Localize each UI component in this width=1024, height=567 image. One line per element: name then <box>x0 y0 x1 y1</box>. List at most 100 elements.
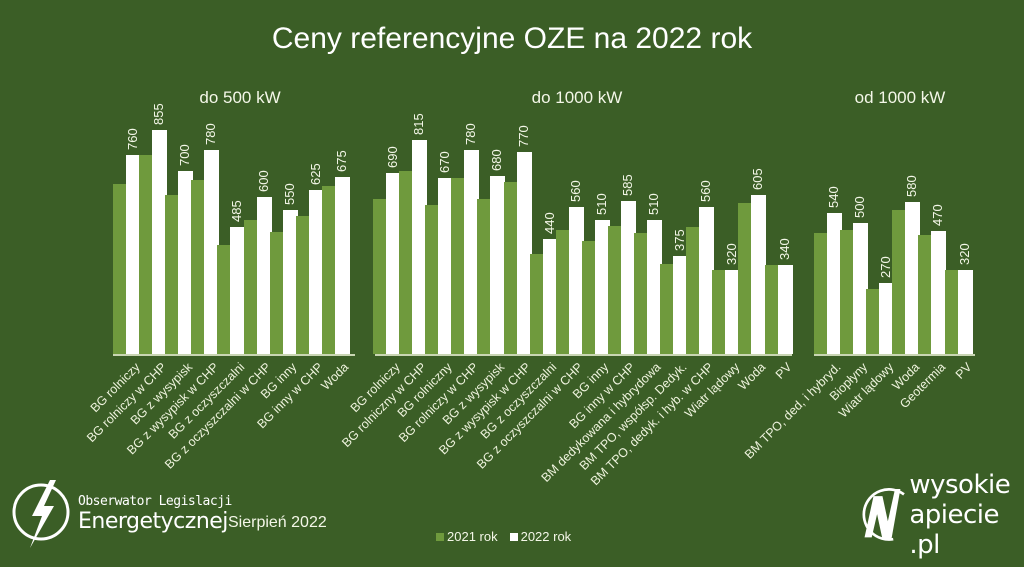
value-label-2022: 580 <box>904 175 920 198</box>
value-label-2022: 320 <box>956 243 972 266</box>
publication-date: Sierpień 2022 <box>228 514 327 531</box>
bar-2022 <box>542 238 558 354</box>
bar-2022 <box>827 212 842 354</box>
bar-2022 <box>464 149 480 354</box>
bar-2021 <box>918 234 934 354</box>
category-label: Woda <box>735 360 769 393</box>
value-label-2022: 780 <box>463 122 479 145</box>
value-label-2022: 605 <box>750 168 766 191</box>
bar-2022 <box>204 149 220 354</box>
group-label: do 1000 kW <box>531 88 623 107</box>
bar-2021 <box>503 182 519 354</box>
legend-item-2022: 2022 rok <box>509 529 572 544</box>
value-label-2022: 770 <box>515 125 531 148</box>
bar-2022 <box>282 209 298 354</box>
category-label: Woda <box>318 360 352 393</box>
legend-swatch-2022 <box>509 532 518 541</box>
category-label: PV <box>952 360 975 382</box>
bar-2021 <box>764 264 780 354</box>
bar-2022 <box>957 270 973 354</box>
chart-title: Ceny referencyjne OZE na 2022 rok <box>271 22 753 55</box>
bar-2022 <box>699 207 715 354</box>
logo-obserwator-legislacji: Obserwator Legislacji Energetycznej <box>10 478 232 550</box>
value-label-2022: 675 <box>333 150 349 173</box>
bar-2022 <box>308 190 324 354</box>
legend-item-2021: 2021 rok <box>436 529 498 544</box>
bar-2022 <box>620 200 636 354</box>
value-label-2022: 855 <box>151 103 167 125</box>
value-label-2022: 815 <box>411 113 427 136</box>
bar-2021 <box>738 203 754 354</box>
bar-2021 <box>243 220 259 354</box>
value-label-2022: 600 <box>255 170 271 192</box>
bar-2022 <box>751 195 767 354</box>
bar-2021 <box>269 232 285 354</box>
bar-2021 <box>321 186 337 354</box>
bar-2021 <box>425 204 441 354</box>
legend-swatch-2021 <box>436 532 444 541</box>
chart-legend: 2021 rok 2022 rok <box>436 529 571 544</box>
lightning-bolt-icon <box>12 480 70 548</box>
bar-2021 <box>581 241 597 354</box>
legend-label-2021: 2021 rok <box>447 529 498 544</box>
value-label-2022: 560 <box>698 180 714 203</box>
value-label-2022: 270 <box>878 256 894 279</box>
value-label-2022: 760 <box>125 128 140 150</box>
bar-2021 <box>529 254 545 354</box>
bar-2021 <box>373 199 388 354</box>
value-label-2022: 510 <box>646 193 661 216</box>
bar-2021 <box>295 216 311 354</box>
bar-2022 <box>334 177 350 354</box>
value-label-2022: 440 <box>541 212 557 234</box>
bar-2021 <box>165 195 181 354</box>
bar-2022 <box>673 255 689 354</box>
logo-left-line2: Energetycznej <box>78 509 228 534</box>
bar-2022 <box>594 220 610 354</box>
bar-2022 <box>178 170 194 354</box>
bar-2022 <box>777 264 793 354</box>
bar-2022 <box>879 283 895 354</box>
value-label-2022: 550 <box>281 183 297 205</box>
bar-2022 <box>853 223 869 354</box>
bar-2022 <box>230 226 246 354</box>
bar-2022 <box>412 140 428 354</box>
value-label-2022: 700 <box>177 143 193 166</box>
bar-2021 <box>113 183 128 354</box>
bar-2021 <box>634 233 649 354</box>
value-label-2022: 375 <box>672 229 688 251</box>
bar-2022 <box>438 178 454 354</box>
bar-2022 <box>152 129 168 354</box>
bar-2022 <box>568 207 584 354</box>
bar-2022 <box>256 196 272 354</box>
logo-right-line1: wysokie <box>909 470 1011 500</box>
value-label-2022: 780 <box>203 122 219 145</box>
bar-2021 <box>712 270 728 354</box>
bar-2022 <box>126 154 141 354</box>
logo-right-line2: apiecie .pl <box>909 500 1000 560</box>
bar-2022 <box>516 152 532 354</box>
group-label: do 500 kW <box>199 88 281 107</box>
bar-2021 <box>660 263 676 354</box>
category-label: PV <box>772 360 795 382</box>
bar-2022 <box>905 202 921 354</box>
value-label-2022: 540 <box>826 185 841 208</box>
bar-2021 <box>840 229 856 354</box>
bar-2022 <box>386 173 401 354</box>
bar-2021 <box>451 178 467 354</box>
value-label-2022: 690 <box>385 146 400 169</box>
bar-2022 <box>725 270 741 354</box>
value-label-2022: 625 <box>307 163 323 186</box>
value-label-2022: 320 <box>724 243 740 266</box>
bar-2021 <box>139 154 155 354</box>
logo-left-line1: Obserwator Legislacji <box>78 494 232 509</box>
bar-2021 <box>191 179 207 354</box>
bar-2021 <box>866 288 882 354</box>
value-label-2022: 485 <box>229 200 245 222</box>
bar-2021 <box>555 229 571 354</box>
value-label-2022: 680 <box>489 149 505 171</box>
bar-2022 <box>931 230 947 354</box>
axis-baseline-1 <box>375 354 792 356</box>
legend-label-2022: 2022 rok <box>520 529 572 544</box>
value-label-2022: 510 <box>593 193 609 216</box>
